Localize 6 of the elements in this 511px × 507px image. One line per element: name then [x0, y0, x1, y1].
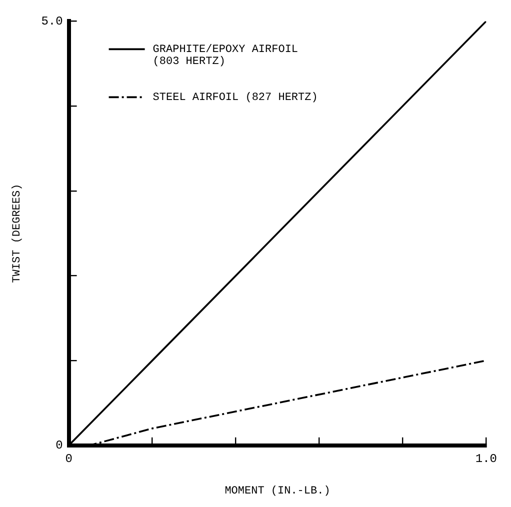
x-axis-title: MOMENT (IN.-LB.)	[224, 485, 330, 498]
x-tick-label: 1.0	[475, 452, 498, 466]
y-axis-title: TWIST (DEGREES)	[12, 184, 24, 283]
legend-label: GRAPHITE/EPOXY AIRFOIL (803 HERTZ)	[152, 44, 298, 68]
y-tick-label: 5.0	[41, 14, 63, 28]
legend-label: STEEL AIRFOIL (827 HERTZ)	[152, 92, 318, 104]
